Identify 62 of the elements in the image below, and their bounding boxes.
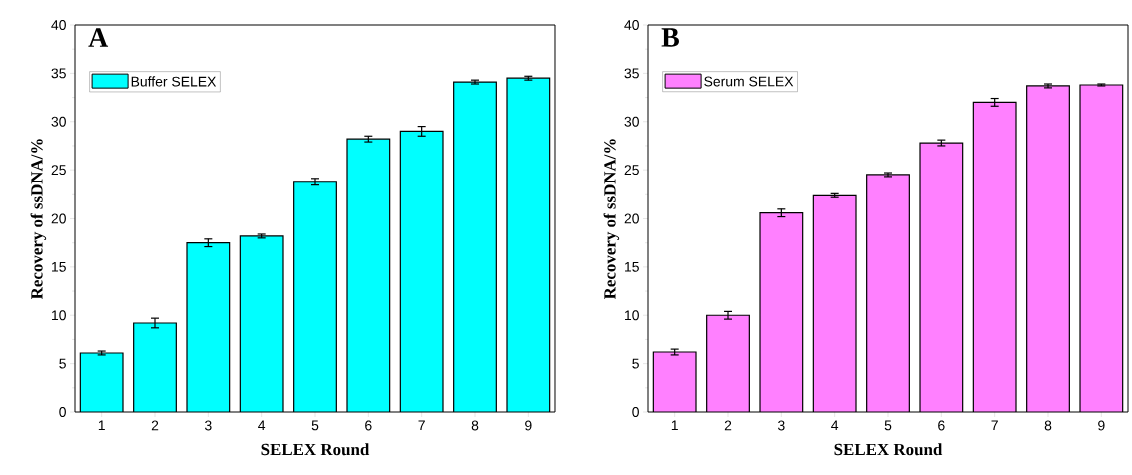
x-tick-label: 4 [831, 420, 839, 431]
bar [133, 322, 177, 412]
x-tick-label: 2 [151, 420, 159, 431]
bar [347, 139, 390, 412]
y-tick-label: 35 [51, 68, 66, 79]
x-tick-label: 1 [671, 420, 678, 431]
x-tick-label: 7 [418, 420, 425, 431]
bar [453, 82, 497, 412]
bar [813, 195, 857, 412]
bar [973, 102, 1017, 412]
bar [760, 212, 803, 412]
x-tick-label: 8 [1044, 420, 1052, 431]
y-tick-label: 25 [624, 165, 639, 176]
y-tick-label: 10 [625, 310, 639, 321]
x-tick-label: 2 [724, 420, 732, 431]
y-axis-title: Recovery of ssDNA/% [603, 139, 620, 300]
x-tick-label: 8 [471, 420, 479, 431]
y-tick-label: 5 [632, 358, 639, 369]
x-tick-label: 6 [938, 420, 945, 431]
chart-title: A [88, 28, 109, 47]
bar [706, 315, 750, 412]
y-tick-label: 20 [624, 213, 639, 224]
y-tick-label: 10 [52, 310, 66, 321]
bar [240, 235, 283, 412]
y-tick-label: 0 [632, 407, 639, 417]
y-tick-label: 20 [51, 213, 66, 224]
bar [653, 352, 697, 412]
y-tick-label: 40 [51, 20, 66, 30]
bar [866, 174, 910, 412]
legend-label: Buffer SELEX [131, 76, 217, 87]
bar [80, 352, 123, 412]
bar [293, 181, 337, 412]
x-tick-label: 6 [365, 420, 372, 431]
bar [1079, 84, 1124, 412]
x-tick-label: 5 [884, 420, 892, 431]
y-tick-label: 15 [52, 262, 66, 272]
chart-title: B [661, 28, 679, 47]
bar [1026, 85, 1070, 412]
y-tick-label: 40 [624, 20, 639, 30]
bar [187, 242, 230, 412]
y-tick-label: 35 [624, 68, 639, 79]
x-tick-label: 3 [777, 420, 785, 431]
x-tick-label: 7 [991, 420, 998, 431]
y-tick-label: 25 [51, 165, 66, 176]
legend-label: Serum SELEX [704, 76, 794, 87]
y-tick-label: 30 [51, 116, 66, 127]
y-tick-label: 5 [59, 358, 66, 369]
y-axis-title: Recovery of ssDNA/% [30, 139, 47, 300]
y-tick-label: 30 [624, 116, 639, 127]
y-tick-label: 15 [625, 262, 639, 272]
bar [920, 143, 963, 412]
x-tick-label: 4 [258, 420, 266, 431]
x-axis-title: SELEX Round [261, 443, 370, 456]
x-tick-label: 3 [204, 420, 212, 431]
x-tick-label: 1 [98, 420, 105, 431]
x-tick-label: 9 [525, 420, 532, 431]
bar [400, 131, 443, 412]
x-tick-label: 9 [1098, 420, 1105, 431]
bar [506, 77, 551, 412]
x-tick-label: 5 [311, 420, 319, 431]
y-tick-label: 0 [59, 407, 66, 417]
x-axis-title: SELEX Round [834, 443, 943, 456]
